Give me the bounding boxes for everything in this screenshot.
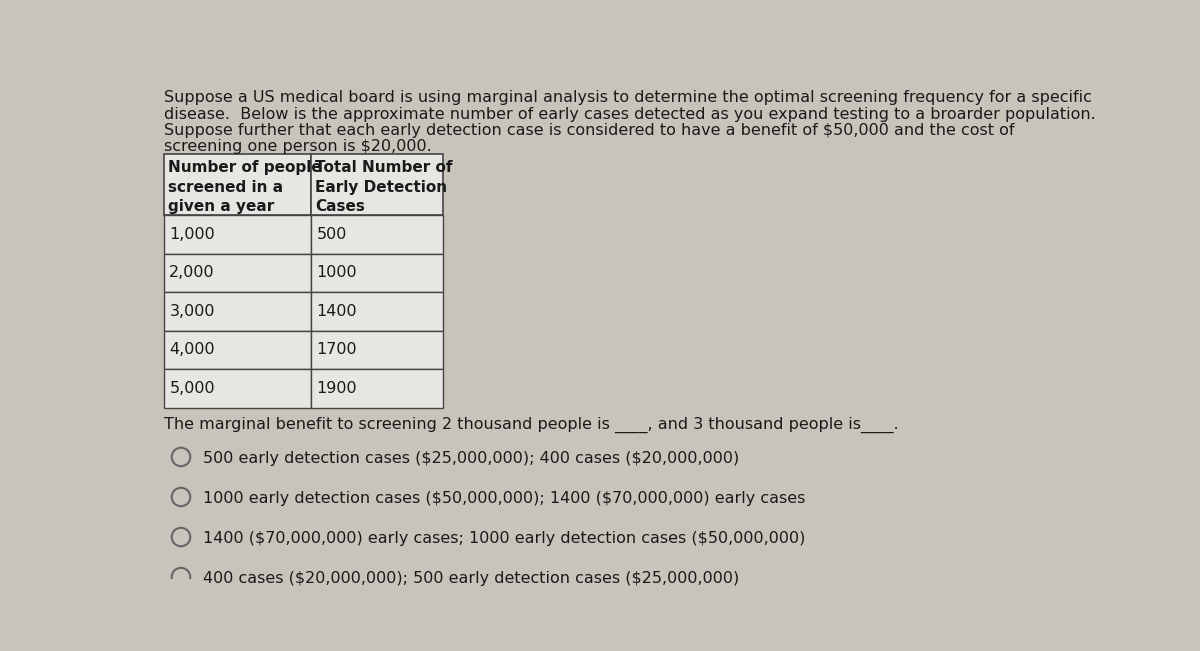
Text: 2,000: 2,000 (169, 266, 215, 281)
Bar (164, 331, 311, 369)
Bar (311, 369, 443, 408)
Bar (164, 369, 311, 408)
Text: 1700: 1700 (317, 342, 358, 357)
Text: disease.  Below is the approximate number of early cases detected as you expand : disease. Below is the approximate number… (164, 107, 1096, 122)
Text: 500 early detection cases (\$25,000,000); 400 cases (\$20,000,000): 500 early detection cases (\$25,000,000)… (203, 450, 739, 466)
Bar (311, 254, 443, 292)
Bar (311, 154, 443, 215)
Text: Suppose further that each early detection case is considered to have a benefit o: Suppose further that each early detectio… (164, 123, 1014, 138)
Text: 5,000: 5,000 (169, 381, 215, 396)
Text: 400 cases (\$20,000,000); 500 early detection cases (\$25,000,000): 400 cases (\$20,000,000); 500 early dete… (203, 571, 739, 586)
Text: 1900: 1900 (317, 381, 358, 396)
Text: Total Number of
Early Detection
Cases: Total Number of Early Detection Cases (316, 159, 452, 214)
Bar (311, 331, 443, 369)
Text: 1000: 1000 (317, 266, 358, 281)
Text: 1,000: 1,000 (169, 227, 215, 242)
Text: 1400 (\$70,000,000) early cases; 1000 early detection cases (\$50,000,000): 1400 (\$70,000,000) early cases; 1000 ea… (203, 531, 805, 546)
Bar (164, 292, 311, 331)
Text: Number of people
screened in a
given a year: Number of people screened in a given a y… (168, 159, 322, 214)
Text: 1400: 1400 (317, 304, 358, 319)
Bar (164, 154, 311, 215)
Text: 1000 early detection cases (\$50,000,000); 1400 (\$70,000,000) early cases: 1000 early detection cases (\$50,000,000… (203, 491, 805, 506)
Bar (164, 254, 311, 292)
Bar (311, 215, 443, 254)
Text: screening one person is \$20,000.: screening one person is \$20,000. (164, 139, 432, 154)
Bar (164, 215, 311, 254)
Text: 500: 500 (317, 227, 347, 242)
Bar (311, 292, 443, 331)
Text: The marginal benefit to screening 2 thousand people is ____, and 3 thousand peop: The marginal benefit to screening 2 thou… (164, 417, 899, 433)
Text: 3,000: 3,000 (169, 304, 215, 319)
Text: Suppose a US medical board is using marginal analysis to determine the optimal s: Suppose a US medical board is using marg… (164, 90, 1092, 105)
Text: 4,000: 4,000 (169, 342, 215, 357)
